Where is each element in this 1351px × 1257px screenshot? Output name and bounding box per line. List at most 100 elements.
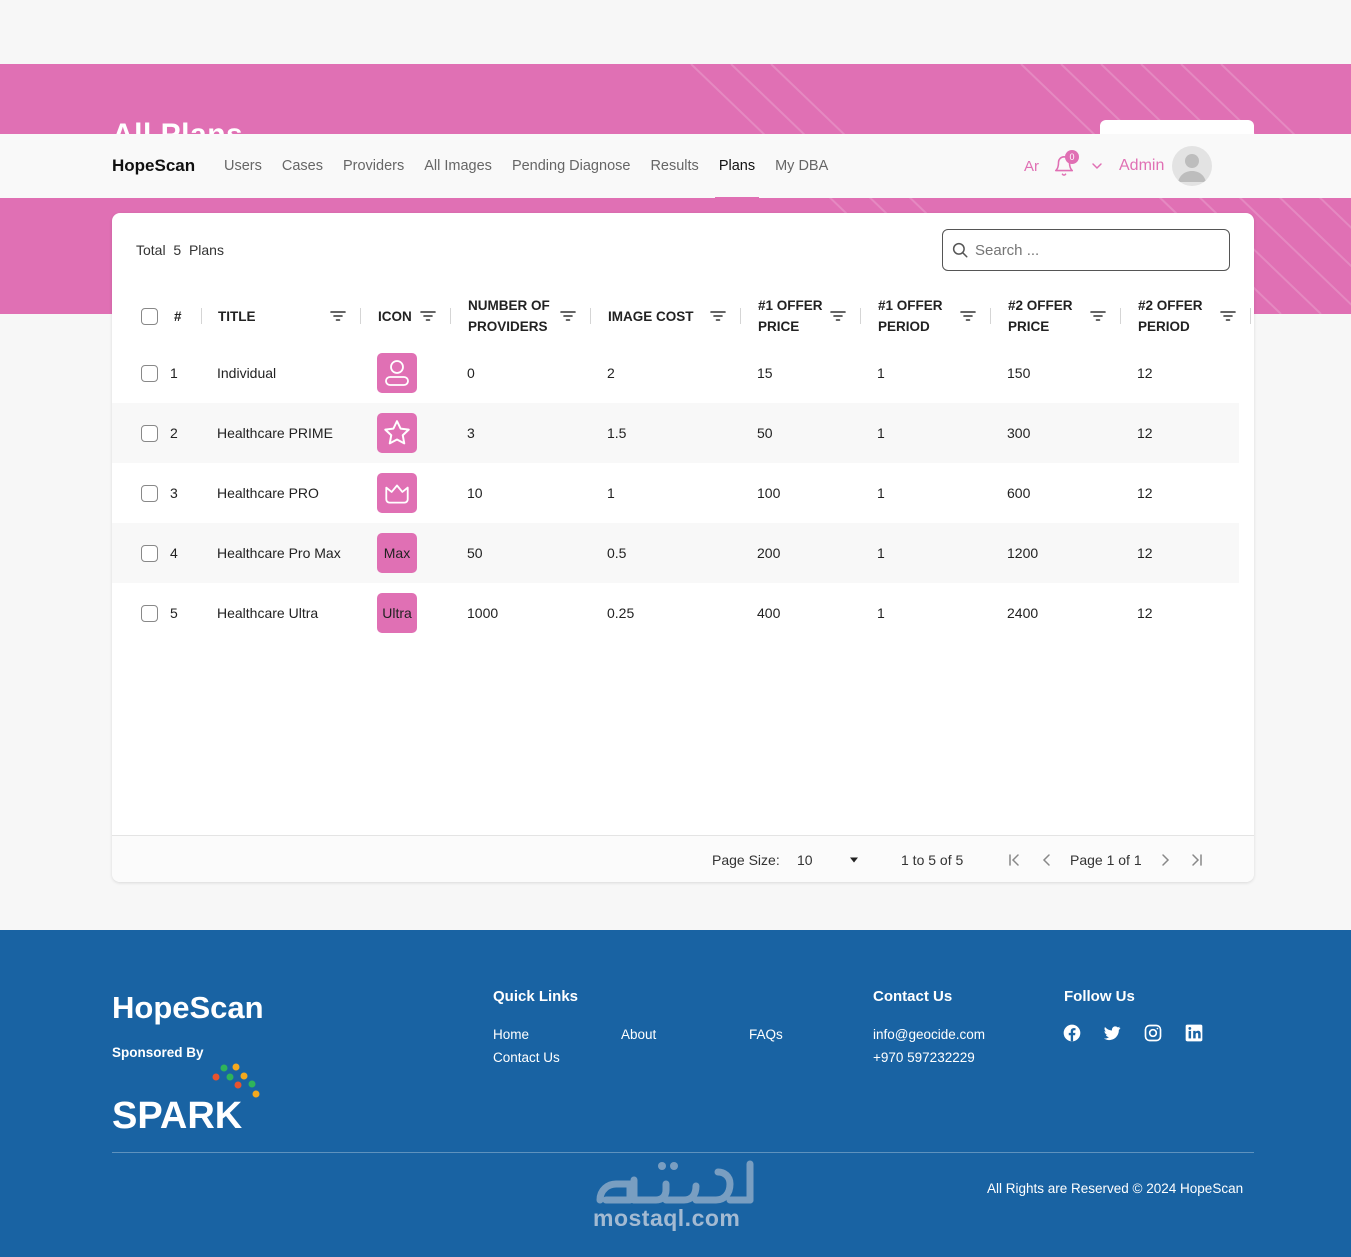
contact-phone[interactable]: +970 597232229 (873, 1050, 975, 1065)
top-navbar: HopeScan Users Cases Providers All Image… (0, 134, 1351, 199)
row-checkbox[interactable] (141, 484, 158, 502)
chevron-down-icon[interactable] (1089, 158, 1105, 174)
row-checkbox[interactable] (141, 364, 158, 382)
row-checkbox[interactable] (141, 544, 158, 562)
last-page-button[interactable] (1189, 836, 1205, 882)
filter-icon[interactable] (558, 306, 578, 326)
table-row[interactable]: 4 Healthcare Pro Max Max 50 0.5 200 1 12… (112, 523, 1239, 583)
user-name[interactable]: Admin (1119, 157, 1165, 174)
table-row[interactable]: 3 Healthcare PRO 10 1 100 1 600 12 (112, 463, 1239, 523)
bell-icon (1054, 156, 1074, 176)
facebook-icon[interactable] (1062, 1023, 1082, 1043)
filter-icon[interactable] (1088, 306, 1108, 326)
row-icon-cell (377, 343, 417, 403)
row-checkbox[interactable] (141, 604, 158, 622)
search-input[interactable] (975, 241, 1215, 259)
col-offer1-price[interactable]: #1 OFFER PRICE (758, 298, 823, 334)
row-offer1-price: 200 (757, 545, 781, 561)
nav-plans[interactable]: Plans (714, 134, 760, 199)
row-offer1-price: 100 (757, 485, 781, 501)
row-number: 3 (170, 485, 178, 501)
nav-pending-diagnose[interactable]: Pending Diagnose (511, 158, 631, 174)
row-range: 1 to 5 of 5 (901, 851, 964, 868)
footer-link-home[interactable]: Home (493, 1027, 530, 1042)
user-avatar-icon (1178, 154, 1207, 182)
instagram-icon[interactable] (1143, 1023, 1163, 1043)
column-separator (1250, 308, 1251, 324)
row-offer2-period: 12 (1137, 365, 1153, 381)
nav-my-dba[interactable]: My DBA (775, 158, 829, 174)
nav-cases[interactable]: Cases (281, 158, 323, 174)
col-offer2-period[interactable]: #2 OFFER PERIOD (1138, 298, 1203, 334)
column-separator (990, 308, 991, 324)
select-all-checkbox[interactable] (141, 307, 158, 325)
language-switch[interactable]: Ar (1024, 157, 1039, 175)
col-offer2-price[interactable]: #2 OFFER PRICE (1008, 298, 1073, 334)
row-offer2-price: 2400 (1007, 605, 1039, 621)
column-separator (450, 308, 451, 324)
prev-page-button[interactable] (1039, 836, 1055, 882)
max-text-icon: Max (377, 533, 417, 573)
select-all-cell (141, 289, 158, 343)
last-page-icon (1192, 853, 1202, 866)
nav-providers[interactable]: Providers (342, 158, 405, 174)
first-page-button[interactable] (1006, 836, 1022, 882)
search-icon (952, 242, 968, 258)
row-select-cell (141, 523, 158, 583)
row-icon-cell (377, 403, 417, 463)
footer-link-contact[interactable]: Contact Us (493, 1050, 560, 1065)
row-providers: 50 (467, 545, 483, 561)
row-offer1-price: 50 (757, 425, 773, 441)
sponsor-logo-text: SPARK (112, 1095, 243, 1132)
col-number-of-providers[interactable]: NUMBER OF PROVIDERS (468, 298, 550, 334)
watermark-text: mostaql.com (593, 1205, 741, 1231)
filter-icon[interactable] (418, 306, 438, 326)
col-title[interactable]: TITLE (218, 308, 256, 324)
person-icon (377, 353, 417, 393)
twitter-icon[interactable] (1102, 1023, 1122, 1043)
avatar[interactable] (1172, 146, 1213, 186)
pagination-bar: Page Size: 10 1 to 5 of 5 Page 1 of 1 (112, 835, 1254, 882)
nav-users[interactable]: Users (224, 158, 262, 174)
row-image-cost: 0.25 (607, 605, 635, 621)
row-offer2-price: 1200 (1007, 545, 1039, 561)
linkedin-icon[interactable] (1184, 1023, 1204, 1043)
filter-icon[interactable] (708, 306, 728, 326)
nav-results[interactable]: Results (650, 158, 699, 174)
row-checkbox[interactable] (141, 424, 158, 442)
page-size-select[interactable]: 10 (797, 836, 859, 882)
row-offer2-price: 300 (1007, 425, 1031, 441)
next-page-button[interactable] (1157, 836, 1173, 882)
row-image-cost: 2 (607, 365, 615, 381)
filter-icon[interactable] (328, 306, 348, 326)
col-image-cost[interactable]: IMAGE COST (608, 308, 694, 324)
row-offer2-period: 12 (1137, 545, 1153, 561)
row-image-cost: 1 (607, 485, 615, 501)
row-select-cell (141, 403, 158, 463)
col-offer1-period[interactable]: #1 OFFER PERIOD (878, 298, 943, 334)
table-row[interactable]: 5 Healthcare Ultra Ultra 1000 0.25 400 1… (112, 583, 1239, 643)
row-select-cell (141, 463, 158, 523)
nav-all-images[interactable]: All Images (424, 158, 492, 174)
notifications-button[interactable]: 0 (1053, 150, 1079, 178)
row-number: 1 (170, 365, 178, 381)
contact-email[interactable]: info@geocide.com (873, 1027, 986, 1042)
nav-links: Users Cases Providers All Images Pending… (224, 134, 829, 199)
brand-logo[interactable]: HopeScan (112, 156, 196, 175)
footer-divider (112, 1152, 1254, 1153)
follow-title: Follow Us (1064, 988, 1135, 1005)
col-number[interactable]: # (174, 308, 182, 324)
table-row[interactable]: 1 Individual 0 2 15 1 150 12 (112, 343, 1239, 403)
footer-link-faqs[interactable]: FAQs (749, 1027, 783, 1042)
footer-link-about[interactable]: About (621, 1027, 657, 1042)
table-row[interactable]: 2 Healthcare PRIME 3 1.5 50 1 300 12 (112, 403, 1239, 463)
col-icon[interactable]: ICON (378, 308, 412, 324)
column-separator (201, 308, 202, 324)
row-title: Healthcare Ultra (217, 605, 319, 621)
filter-icon[interactable] (1218, 306, 1238, 326)
column-separator (590, 308, 591, 324)
chevron-left-icon (1042, 853, 1050, 866)
contact-title: Contact Us (873, 988, 953, 1005)
filter-icon[interactable] (958, 306, 978, 326)
filter-icon[interactable] (828, 306, 848, 326)
